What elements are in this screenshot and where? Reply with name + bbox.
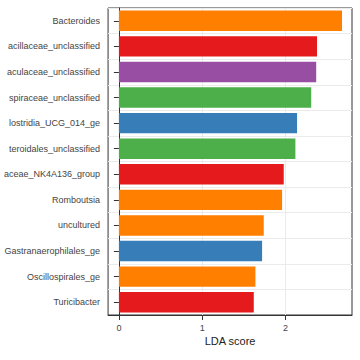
svg-text:Romboutsia: Romboutsia: [52, 195, 100, 205]
svg-text:aculaceae_unclassified: aculaceae_unclassified: [7, 67, 100, 77]
svg-text:2: 2: [283, 323, 288, 333]
svg-text:aceae_NK4A136_group: aceae_NK4A136_group: [4, 169, 100, 179]
svg-text:uncultured: uncultured: [58, 220, 100, 230]
svg-text:spiraceae_unclassified: spiraceae_unclassified: [9, 93, 100, 103]
svg-text:1: 1: [200, 323, 205, 333]
svg-text:Turicibacter: Turicibacter: [53, 297, 100, 307]
svg-text:Gastranaerophilales_ge: Gastranaerophilales_ge: [4, 246, 100, 256]
svg-text:LDA score: LDA score: [205, 335, 256, 347]
svg-text:teroidales_unclassified: teroidales_unclassified: [9, 144, 100, 154]
svg-text:acillaceae_unclassified: acillaceae_unclassified: [8, 41, 100, 51]
svg-text:0: 0: [116, 323, 121, 333]
svg-text:Oscillospirales_ge: Oscillospirales_ge: [27, 272, 100, 282]
svg-text:Bacteroides: Bacteroides: [53, 16, 101, 26]
svg-text:lostridia_UCG_014_ge: lostridia_UCG_014_ge: [9, 118, 100, 128]
